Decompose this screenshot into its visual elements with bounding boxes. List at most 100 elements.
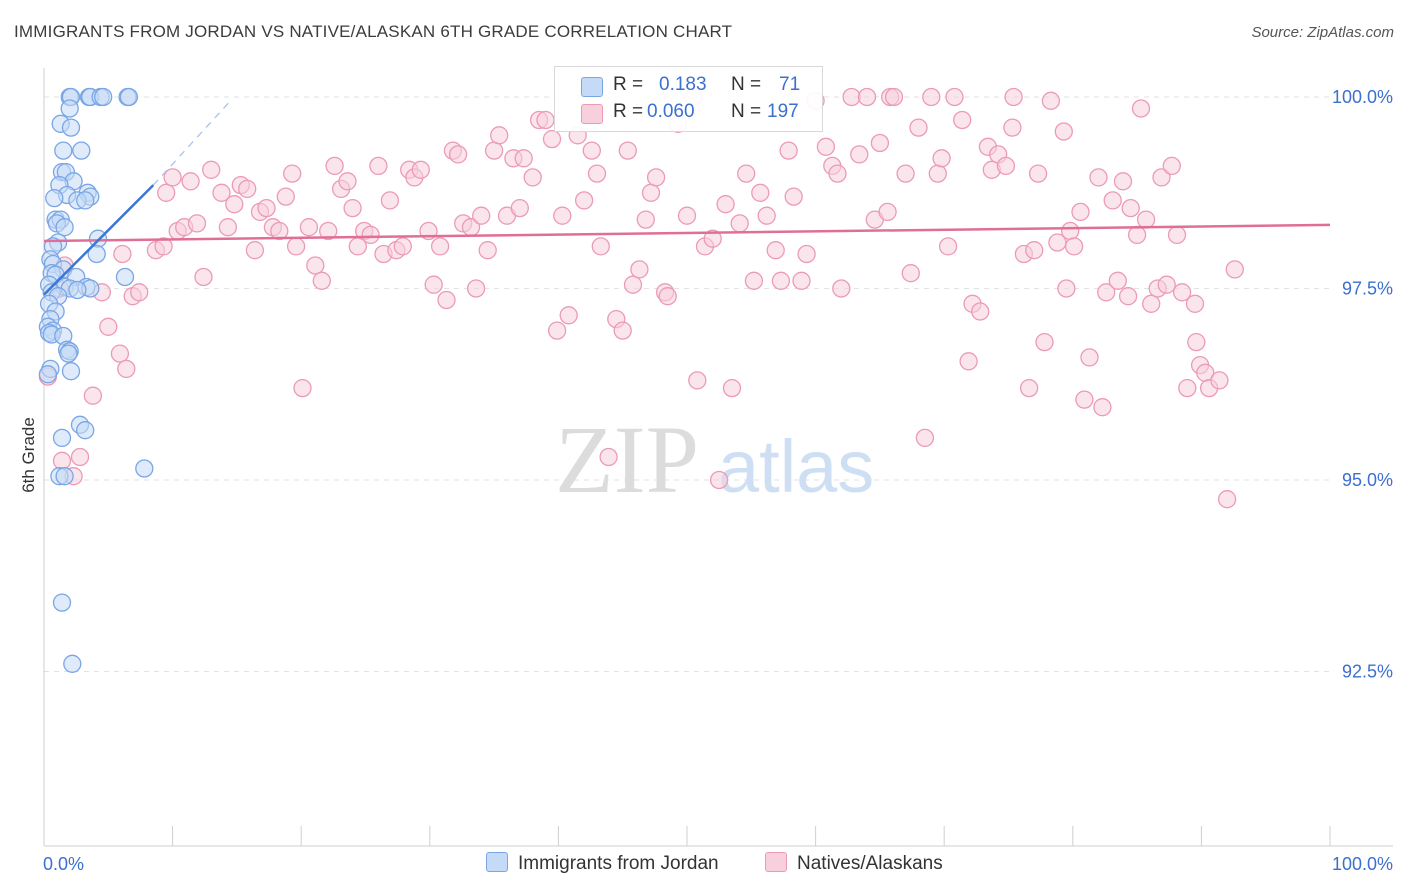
pink-point (996, 156, 1016, 176)
pink-point (1162, 156, 1181, 176)
pink-point (361, 225, 380, 245)
pink-point (514, 149, 533, 168)
pink-point (1035, 332, 1054, 352)
y-axis-label: 6th Grade (19, 417, 38, 493)
pink-point (1185, 294, 1205, 313)
y-tick-label: 92.5% (1342, 662, 1393, 682)
pink-series-points (38, 87, 1244, 509)
pink-point (623, 275, 643, 294)
pink-point (1172, 283, 1192, 302)
pink-point (658, 287, 677, 306)
pink-point (922, 87, 941, 107)
pink-point (299, 218, 319, 237)
blue-trend-extension (152, 100, 231, 186)
pink-point (325, 156, 344, 176)
x-tick-label-left: 0.0% (43, 854, 84, 874)
blue-trend-line (43, 184, 155, 296)
blue-point (88, 229, 108, 248)
pink-point (466, 279, 486, 298)
pink-point (1028, 164, 1048, 183)
pink-point (270, 221, 289, 241)
bottom-legend-label-pink: Natives/Alaskans (797, 853, 943, 874)
pink-point (636, 210, 655, 229)
pink-point (896, 164, 915, 183)
pink-point (688, 371, 707, 390)
blue-point (119, 87, 139, 107)
legend-swatch-blue (581, 77, 603, 97)
pink-point (1025, 241, 1044, 260)
pink-point (319, 221, 338, 241)
blue-point (72, 141, 91, 160)
pink-point (218, 218, 238, 237)
pink-point (411, 160, 430, 179)
pink-point (582, 141, 601, 160)
pink-point (181, 172, 200, 191)
pink-point (1187, 332, 1206, 352)
blue-point (52, 428, 72, 448)
pink-point (99, 317, 118, 336)
pink-point (677, 206, 697, 225)
pink-point (1136, 210, 1156, 229)
blue-point (52, 593, 72, 612)
pink-point (187, 214, 207, 233)
pink-point (1093, 398, 1112, 417)
pink-point (1004, 87, 1023, 107)
pink-point (286, 237, 306, 256)
pink-point (797, 244, 816, 264)
pink-point (523, 168, 542, 187)
pink-point (771, 271, 791, 290)
pink-point (587, 164, 607, 183)
pink-point (276, 187, 295, 206)
pink-trend-line (43, 223, 1331, 243)
pink-point (559, 306, 578, 325)
pink-point (884, 87, 904, 107)
pink-point (484, 141, 504, 160)
pink-point (1157, 275, 1176, 294)
pink-point (613, 321, 632, 340)
source-label: Source: ZipAtlas.com (1251, 24, 1394, 41)
pink-point (828, 164, 847, 183)
pink-point (1178, 378, 1197, 398)
blue-point (38, 365, 58, 384)
pink-point (1131, 99, 1151, 118)
pink-point (784, 187, 803, 206)
blue-series-points (38, 87, 154, 673)
blue-point (61, 362, 81, 381)
legend-swatch-pink (581, 104, 603, 124)
pink-point (225, 195, 244, 214)
pink-point (766, 241, 785, 260)
pink-point (194, 267, 213, 287)
blue-point (115, 267, 135, 287)
trend-lines (43, 100, 1331, 296)
pink-point (283, 164, 302, 183)
pink-point (1167, 225, 1187, 245)
blue-point (63, 654, 82, 673)
y-tick-label: 95.0% (1342, 470, 1393, 490)
pink-point (1054, 122, 1073, 141)
pink-point (424, 275, 443, 294)
legend-r-value-blue: 0.183 (659, 74, 707, 95)
pink-point (437, 290, 456, 310)
pink-point (448, 145, 468, 164)
pink-point (716, 195, 735, 214)
pink-point (430, 237, 450, 256)
pink-point (971, 302, 990, 321)
bottom-legend-pink: Natives/Alaskans (765, 852, 943, 875)
blue-point (55, 467, 74, 486)
axes (43, 68, 1393, 847)
pink-point (574, 191, 594, 210)
pink-point (490, 126, 509, 145)
pink-point (1103, 191, 1122, 210)
pink-point (380, 191, 400, 210)
bottom-legend-label-blue: Immigrants from Jordan (518, 853, 719, 874)
pink-point (70, 447, 90, 467)
pink-point (1152, 168, 1171, 187)
pink-point (1019, 378, 1039, 398)
pink-point (1057, 279, 1076, 298)
bottom-legend-swatch-pink (765, 852, 787, 872)
pink-point (1118, 287, 1138, 306)
blue-point (76, 421, 95, 440)
y-tick-labels: 100.0% 97.5% 95.0% 92.5% (1332, 87, 1393, 682)
pink-point (110, 344, 130, 363)
pink-point (553, 206, 572, 225)
